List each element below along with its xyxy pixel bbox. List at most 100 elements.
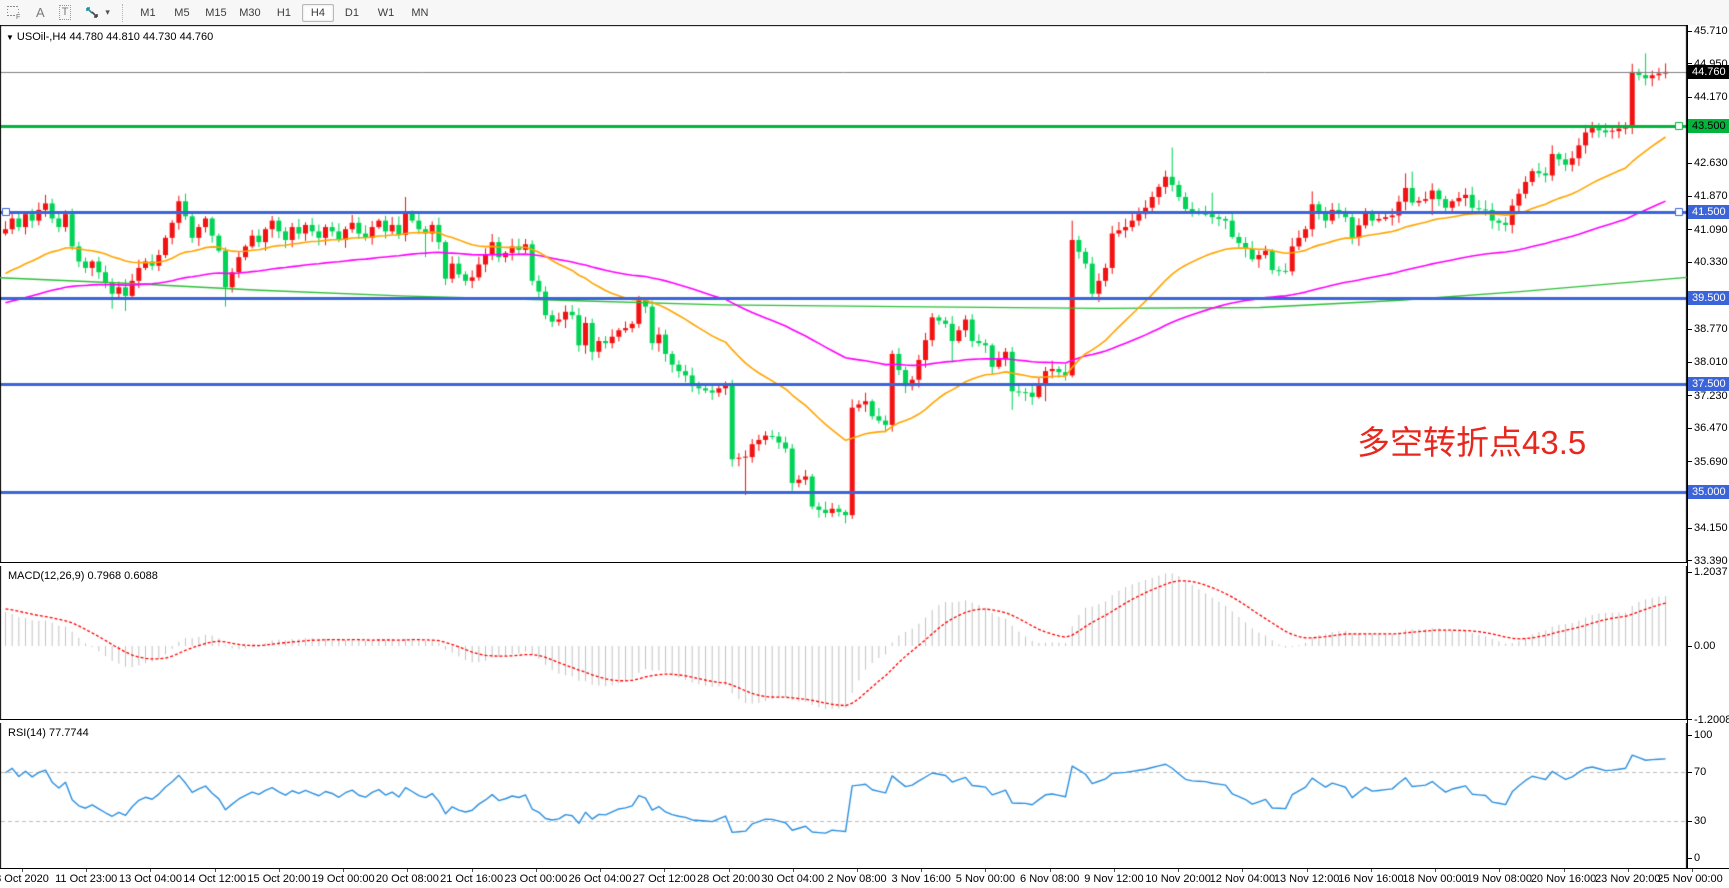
time-label: 2 Nov 08:00 <box>827 873 887 885</box>
price-badge-44.760: 44.760 <box>1688 64 1729 79</box>
time-tick <box>793 869 794 872</box>
time-label: 9 Nov 12:00 <box>1084 873 1144 885</box>
price-tick-35.690: 35.690 <box>1688 455 1729 469</box>
time-tick <box>536 869 537 872</box>
price-tick-33.390: 33.390 <box>1688 554 1729 568</box>
annotation-text[interactable]: 多空转折点43.5 <box>1357 424 1587 461</box>
price-tick-42.630: 42.630 <box>1688 156 1729 170</box>
time-tick <box>1371 869 1372 872</box>
time-tick <box>215 869 216 872</box>
time-label: 23 Oct 00:00 <box>504 873 568 885</box>
time-label: 13 Oct 04:00 <box>118 873 182 885</box>
time-tick <box>1114 869 1115 872</box>
time-label: 30 Oct 04:00 <box>761 873 825 885</box>
time-tick <box>150 869 151 872</box>
time-label: 20 Nov 16:00 <box>1530 873 1597 885</box>
grid-f-icon[interactable]: F <box>6 5 22 20</box>
time-tick <box>985 869 986 872</box>
timeframe-button-M15[interactable]: M15 <box>205 6 227 19</box>
price-chart-canvas[interactable] <box>0 25 1687 562</box>
time-tick <box>664 869 665 872</box>
rsi-label: RSI(14) 77.7744 <box>8 727 89 739</box>
price-tick-37.230: 37.230 <box>1688 389 1729 403</box>
time-tick <box>279 869 280 872</box>
time-tick <box>1628 869 1629 872</box>
time-label: 11 Oct 23:00 <box>55 873 118 885</box>
time-label: 28 Oct 20:00 <box>697 873 761 885</box>
timeframe-button-M5[interactable]: M5 <box>174 6 190 19</box>
collapse-triangle-icon[interactable]: ▼ <box>6 33 14 42</box>
rsi-panel: RSI(14) 77.7744 <box>0 723 1687 868</box>
toolbar: F A T ▾ M1 M5 M15 M30 H1 H4 D1 W1 MN <box>0 0 1729 26</box>
time-tick <box>1435 869 1436 872</box>
macd-tick-1.2037: 1.2037 <box>1688 565 1729 579</box>
rsi-level-0: 0 <box>1688 851 1729 865</box>
price-axis[interactable]: 45.71044.95044.17043.41042.63041.87041.0… <box>1687 25 1729 868</box>
price-tick-45.710: 45.710 <box>1688 24 1729 38</box>
time-tick <box>1692 869 1693 872</box>
timeframe-bar: M1 M5 M15 M30 H1 H4 D1 W1 MN <box>132 3 436 22</box>
bottom-frame-line <box>0 868 1729 869</box>
time-label: 19 Nov 08:00 <box>1466 873 1533 885</box>
time-label: 19 Oct 00:00 <box>311 873 375 885</box>
time-tick <box>1178 869 1179 872</box>
timeframe-button-W1[interactable]: W1 <box>377 6 395 19</box>
time-label: 18 Nov 00:00 <box>1402 873 1468 885</box>
time-tick <box>857 869 858 872</box>
timeframe-button-M30[interactable]: M30 <box>239 6 261 19</box>
price-tick-40.330: 40.330 <box>1688 255 1729 269</box>
macd-tick--1.2008: -1.2008 <box>1688 713 1729 727</box>
macd-tick-0: 0.00 <box>1688 639 1729 653</box>
timeframe-button-M1[interactable]: M1 <box>140 6 156 19</box>
time-tick <box>1499 869 1500 872</box>
price-badge-41.500: 41.500 <box>1688 205 1729 220</box>
rsi-canvas[interactable] <box>0 723 1687 868</box>
time-tick <box>921 869 922 872</box>
time-axis[interactable]: 8 Oct 2020 11 Oct 23:00 13 Oct 04:00 14 Oct… <box>0 869 1729 888</box>
price-badge-43.500: 43.500 <box>1688 119 1729 134</box>
price-tick-36.470: 36.470 <box>1688 421 1729 435</box>
price-badge-37.500: 37.500 <box>1688 377 1729 392</box>
price-tick-44.170: 44.170 <box>1688 90 1729 104</box>
time-label: 14 Oct 12:00 <box>183 873 247 885</box>
timeframe-button-H1[interactable]: H1 <box>276 6 291 19</box>
timeframe-button-MN[interactable]: MN <box>411 6 429 19</box>
time-label: 5 Nov 00:00 <box>955 873 1016 885</box>
time-tick <box>407 869 408 872</box>
time-label: 16 Nov 16:00 <box>1338 873 1404 885</box>
macd-canvas[interactable] <box>0 566 1687 719</box>
time-tick <box>600 869 601 872</box>
time-label: 12 Nov 04:00 <box>1209 873 1276 885</box>
price-tick-41.870: 41.870 <box>1688 189 1729 203</box>
text-a-icon[interactable]: A <box>36 5 45 20</box>
time-label: 26 Oct 04:00 <box>568 873 632 885</box>
price-tick-38.770: 38.770 <box>1688 322 1729 336</box>
price-tick-38.010: 38.010 <box>1688 355 1729 369</box>
toolbar-separator <box>121 3 124 22</box>
price-tick-41.090: 41.090 <box>1688 223 1729 237</box>
price-chart-panel: ▼ USOil-,H4 44.780 44.810 44.730 44.760 多… <box>0 25 1687 562</box>
time-label: 15 Oct 20:00 <box>247 873 311 885</box>
time-label: 13 Nov 12:00 <box>1273 873 1340 885</box>
time-tick <box>1307 869 1308 872</box>
time-label: 20 Oct 08:00 <box>375 873 439 885</box>
time-label: 3 Nov 16:00 <box>891 873 951 885</box>
time-tick <box>22 869 23 872</box>
timeframe-button-H4[interactable]: H4 <box>301 3 334 22</box>
time-tick <box>343 869 344 872</box>
rsi-level-100: 100 <box>1688 728 1729 742</box>
symbol-ohlc-text: USOil-,H4 44.780 44.810 44.730 44.760 <box>16 31 214 43</box>
text-label-icon[interactable]: T <box>58 5 72 20</box>
price-badge-39.500: 39.500 <box>1688 291 1729 306</box>
chevron-down-icon[interactable]: ▾ <box>105 7 110 17</box>
timeframe-button-D1[interactable]: D1 <box>344 6 359 19</box>
time-label: 25 Nov 00:00 <box>1657 873 1723 885</box>
price-badge-35.000: 35.000 <box>1688 484 1729 499</box>
toolbar-icons: F A T ▾ <box>0 5 110 20</box>
cursor-arrows-icon[interactable] <box>85 6 99 19</box>
time-tick <box>1564 869 1565 872</box>
rsi-level-30: 30 <box>1688 814 1729 828</box>
time-label: 23 Nov 20:00 <box>1595 873 1661 885</box>
svg-text:F: F <box>16 14 20 20</box>
time-tick <box>86 869 87 872</box>
